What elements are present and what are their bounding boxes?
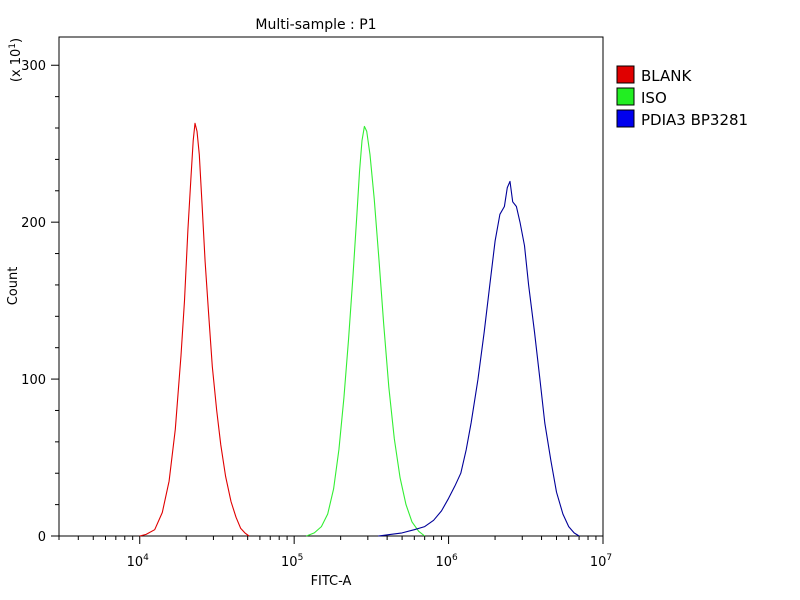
y-tick-label: 100 <box>21 373 46 388</box>
y-tick-label: 300 <box>21 59 46 74</box>
series-line-iso <box>306 125 426 537</box>
y-tick-label: 0 <box>38 530 46 545</box>
legend-swatch <box>616 65 635 84</box>
y-multiplier-label: (x 101) <box>8 38 24 82</box>
x-tick-label: 105 <box>281 553 303 570</box>
y-tick-label: 200 <box>21 216 46 231</box>
legend-label: PDIA3 BP3281 <box>641 111 748 129</box>
plot-area-border <box>58 36 604 537</box>
y-axis-ticks: 0 100 200 300 <box>21 59 59 545</box>
x-tick-label: 106 <box>435 553 458 570</box>
legend-label: BLANK <box>641 67 692 85</box>
x-axis-ticks: 104 105 106 107 <box>58 536 612 570</box>
plot-frame <box>58 36 604 537</box>
y-axis-label: Count <box>6 267 21 306</box>
series-line-blank <box>139 122 250 537</box>
x-tick-label: 107 <box>590 553 612 570</box>
legend: BLANK ISO PDIA3 BP3281 <box>616 65 748 129</box>
series-line-pdia3-bp3281 <box>378 180 580 537</box>
legend-swatch <box>616 87 635 106</box>
legend-swatch <box>616 109 635 128</box>
chart-title: Multi-sample : P1 <box>255 17 376 33</box>
x-tick-label: 104 <box>127 553 150 570</box>
legend-label: ISO <box>641 89 667 107</box>
series-layer <box>139 122 580 537</box>
x-axis-label: FITC-A <box>311 574 352 589</box>
